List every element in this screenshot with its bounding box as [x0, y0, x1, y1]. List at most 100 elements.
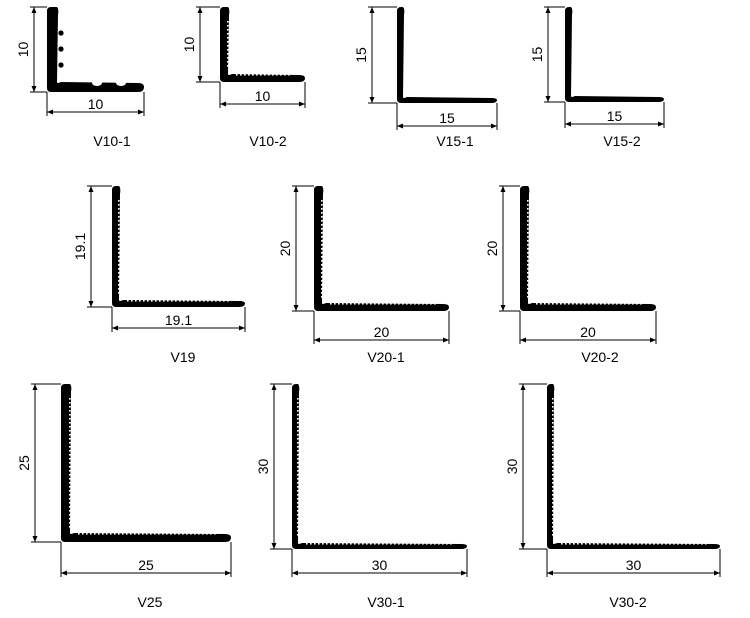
ridge-mark	[394, 543, 396, 545]
ridge-mark	[442, 543, 444, 545]
ridge-mark	[69, 518, 71, 520]
profile-v15-1: 15 15 V15-1	[353, 6, 498, 149]
ridge-mark	[705, 543, 707, 545]
ridge-mark	[191, 300, 193, 302]
ridge-mark	[310, 543, 312, 545]
ridge-mark	[219, 300, 221, 302]
ridge-mark	[321, 200, 323, 202]
ridge-mark	[118, 276, 120, 278]
ridge-mark	[649, 543, 651, 545]
ridge-mark	[207, 300, 209, 302]
ridge-mark	[122, 533, 124, 535]
ridge-mark	[69, 446, 71, 448]
ridge-mark	[297, 454, 299, 456]
ridge-mark	[450, 543, 452, 545]
ridge-mark	[390, 303, 392, 305]
ridge-mark	[382, 303, 384, 305]
ridge-mark	[118, 260, 120, 262]
ridge-mark	[69, 426, 71, 428]
ridge-mark	[211, 300, 213, 302]
ridge-mark	[556, 303, 558, 305]
ridge-mark	[138, 533, 140, 535]
ridge-mark	[159, 300, 161, 302]
ridge-mark	[527, 248, 529, 250]
ridge-mark	[175, 300, 177, 302]
ridge-mark	[362, 303, 364, 305]
ridge-mark	[256, 74, 258, 76]
ridge-mark	[334, 543, 336, 545]
rounded-ridge	[58, 46, 64, 52]
ridge-mark	[434, 303, 436, 305]
ridge-mark	[527, 276, 529, 278]
ridge-mark	[321, 256, 323, 258]
ridge-mark	[306, 543, 308, 545]
ridge-mark	[321, 212, 323, 214]
profile-v10-2: 10 10 V10-2	[181, 6, 306, 149]
ridge-mark	[362, 543, 364, 545]
ridge-mark	[382, 543, 384, 545]
ridge-mark	[693, 543, 695, 545]
ridge-mark	[701, 543, 703, 545]
ridge-mark	[527, 288, 529, 290]
ridge-mark	[227, 53, 229, 55]
ridge-mark	[321, 264, 323, 266]
ridge-mark	[248, 74, 250, 76]
ridge-mark	[552, 518, 554, 520]
ridge-mark	[585, 543, 587, 545]
ridge-mark	[552, 526, 554, 528]
ridge-mark	[321, 208, 323, 210]
ridge-mark	[69, 478, 71, 480]
ridge-mark	[572, 303, 574, 305]
ridge-mark	[131, 300, 133, 302]
ridge-mark	[527, 256, 529, 258]
ridge-mark	[118, 252, 120, 254]
ridge-mark	[297, 430, 299, 432]
ridge-mark	[203, 300, 205, 302]
ridge-mark	[552, 494, 554, 496]
ridge-mark	[151, 300, 153, 302]
ridge-mark	[227, 65, 229, 67]
profile-v20-2: 20 20 V20-2	[484, 185, 657, 365]
ridge-mark	[609, 543, 611, 545]
rounded-ridge	[58, 30, 64, 36]
ridge-mark	[394, 303, 396, 305]
ridge-mark	[527, 280, 529, 282]
ridge-mark	[552, 506, 554, 508]
ridge-mark	[297, 522, 299, 524]
ridge-mark	[198, 533, 200, 535]
ridge-mark	[629, 543, 631, 545]
ridge-mark	[69, 486, 71, 488]
ridge-mark	[593, 543, 595, 545]
ridge-mark	[588, 303, 590, 305]
ridge-mark	[118, 292, 120, 294]
ridge-mark	[118, 208, 120, 210]
ridge-mark	[118, 272, 120, 274]
ridge-mark	[410, 543, 412, 545]
width-dimension-label: 30	[372, 557, 388, 573]
ridge-mark	[681, 543, 683, 545]
ridge-mark	[552, 466, 554, 468]
ridge-mark	[118, 240, 120, 242]
width-dimension-label: 25	[138, 557, 154, 573]
profiles-layer: 10 10 V10-1 10 10 V10-2 15 15 V15-1 15 15 V15-2 19.1…	[15, 6, 721, 610]
ridge-mark	[653, 543, 655, 545]
ridge-mark	[426, 543, 428, 545]
ridge-mark	[577, 543, 579, 545]
height-dimension-label: 10	[15, 42, 31, 58]
ridge-mark	[414, 303, 416, 305]
profile-code-label: V25	[138, 594, 163, 610]
ridge-mark	[297, 502, 299, 504]
ridge-mark	[162, 533, 164, 535]
ridge-mark	[640, 303, 642, 305]
ridge-mark	[69, 510, 71, 512]
ridge-mark	[370, 303, 372, 305]
ridge-mark	[98, 533, 100, 535]
ridge-mark	[612, 303, 614, 305]
ridge-mark	[114, 533, 116, 535]
ridge-mark	[402, 303, 404, 305]
ridge-mark	[186, 533, 188, 535]
ridge-mark	[426, 303, 428, 305]
ridge-mark	[374, 303, 376, 305]
ridge-mark	[330, 303, 332, 305]
ridge-mark	[552, 446, 554, 448]
